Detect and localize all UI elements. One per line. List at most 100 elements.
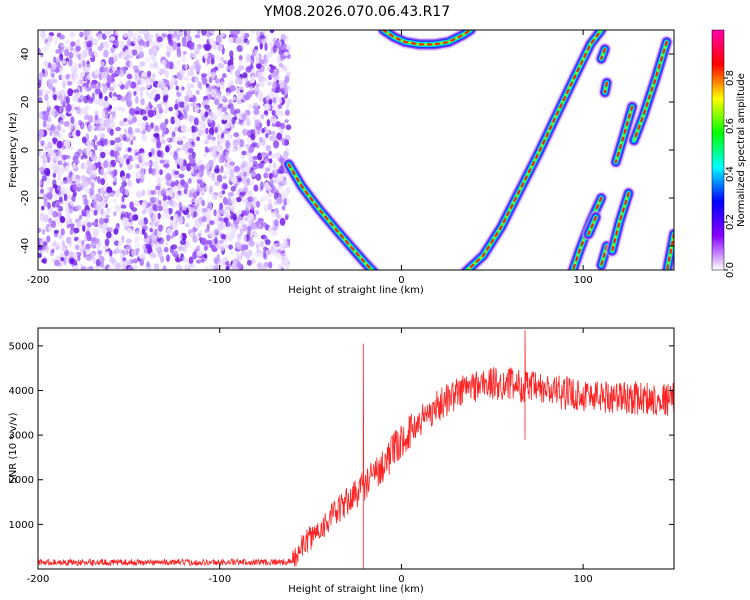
noise-speckle: [201, 207, 208, 213]
noise-speckle: [281, 205, 286, 211]
noise-speckle: [59, 216, 66, 223]
noise-speckle: [163, 79, 169, 86]
noise-speckle: [99, 137, 105, 146]
noise-speckle: [41, 30, 46, 38]
noise-speckle: [99, 187, 106, 194]
noise-speckle: [173, 115, 179, 122]
noise-speckle: [181, 135, 188, 141]
noise-speckle: [230, 185, 236, 192]
noise-speckle: [166, 254, 170, 262]
noise-speckle: [231, 176, 238, 185]
noise-speckle: [169, 199, 174, 207]
noise-speckle: [66, 214, 71, 221]
noise-speckle: [168, 189, 174, 198]
noise-speckle: [231, 197, 237, 206]
noise-speckle: [235, 37, 242, 45]
noise-speckle: [108, 56, 115, 66]
spectral-curve-core: [600, 244, 608, 267]
noise-speckle: [153, 133, 160, 138]
noise-speckle: [164, 105, 169, 114]
noise-speckle: [276, 196, 283, 205]
noise-speckle: [145, 56, 150, 63]
noise-speckle: [133, 236, 140, 244]
noise-speckle: [254, 119, 261, 127]
noise-speckle: [55, 216, 60, 224]
noise-speckle: [83, 30, 90, 37]
noise-speckle: [203, 253, 208, 259]
noise-speckle: [106, 186, 113, 193]
noise-speckle: [134, 264, 138, 270]
noise-speckle: [275, 87, 281, 93]
noise-speckle: [84, 218, 90, 223]
noise-speckle: [83, 251, 87, 259]
noise-speckle: [78, 63, 82, 69]
noise-speckle: [170, 234, 175, 239]
noise-speckle: [42, 162, 47, 169]
noise-speckle: [113, 193, 118, 197]
noise-speckle: [109, 140, 116, 146]
noise-speckle: [204, 99, 210, 104]
noise-speckle: [106, 83, 111, 89]
noise-speckle: [286, 97, 292, 106]
noise-speckle: [242, 72, 248, 79]
noise-speckle: [271, 134, 276, 141]
noise-speckle: [126, 99, 133, 108]
noise-speckle: [158, 42, 164, 48]
noise-speckle: [246, 166, 251, 173]
noise-speckle: [262, 78, 266, 83]
noise-speckle: [216, 38, 223, 43]
noise-speckle: [46, 99, 50, 108]
noise-speckle: [256, 201, 261, 208]
noise-speckle: [265, 133, 269, 138]
noise-speckle: [63, 188, 70, 195]
noise-speckle: [253, 102, 259, 109]
noise-speckle: [72, 155, 79, 163]
noise-speckle: [38, 227, 42, 233]
noise-speckle: [97, 250, 102, 255]
noise-speckle: [238, 187, 244, 193]
noise-speckle: [201, 73, 207, 78]
noise-speckle: [49, 129, 53, 137]
noise-speckle: [235, 218, 241, 223]
noise-speckle: [162, 95, 168, 103]
noise-speckle: [255, 30, 261, 38]
noise-speckle: [265, 145, 271, 152]
noise-speckle: [192, 52, 198, 60]
spectral-curve-core-yellow: [611, 193, 630, 251]
noise-speckle: [106, 231, 112, 239]
noise-speckle: [285, 186, 291, 195]
noise-speckle: [41, 110, 46, 115]
spectral-curves: [282, 30, 674, 270]
noise-speckle: [197, 30, 201, 35]
noise-speckle: [156, 103, 162, 109]
noise-speckle: [197, 159, 203, 166]
noise-speckle: [273, 219, 279, 227]
noise-speckle: [135, 106, 140, 112]
noise-speckle: [92, 236, 97, 242]
noise-speckle: [194, 165, 200, 170]
noise-speckle: [261, 153, 267, 158]
spectrogram-x-tick-label: -100: [208, 275, 231, 286]
noise-speckle: [153, 48, 158, 53]
noise-speckle: [193, 117, 199, 126]
noise-speckle: [69, 229, 74, 235]
noise-speckle: [226, 163, 232, 172]
noise-speckle: [238, 77, 243, 85]
noise-speckle: [108, 76, 113, 84]
noise-speckle: [283, 51, 290, 56]
noise-speckle: [259, 82, 265, 87]
noise-speckle: [42, 47, 48, 52]
noise-speckle: [148, 151, 152, 158]
noise-speckle: [135, 110, 140, 115]
noise-speckle: [211, 138, 216, 145]
noise-speckle: [178, 88, 183, 94]
noise-speckle: [41, 36, 47, 42]
noise-speckle: [267, 81, 272, 86]
noise-speckle: [102, 221, 107, 230]
noise-speckle: [114, 39, 119, 47]
noise-speckle: [229, 85, 236, 92]
noise-speckle: [46, 186, 51, 193]
noise-speckle: [144, 34, 149, 41]
noise-speckle: [188, 127, 192, 132]
noise-speckle: [68, 239, 72, 248]
